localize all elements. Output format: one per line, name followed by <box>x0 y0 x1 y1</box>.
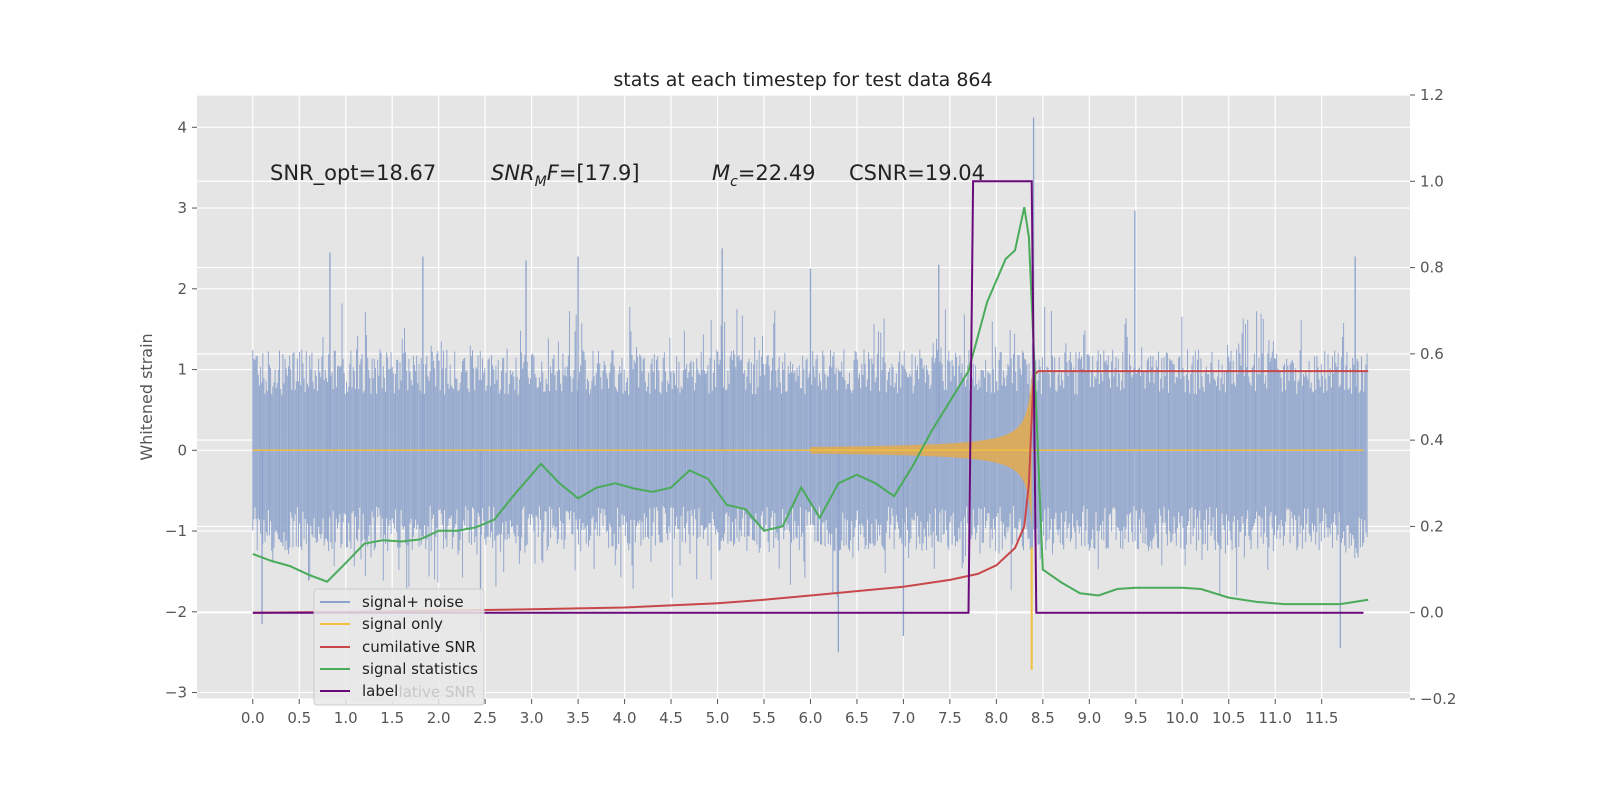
y-tick-label: 1 <box>177 361 187 379</box>
y-tick-label: −2 <box>165 603 187 621</box>
x-tick-label: 4.5 <box>659 709 683 727</box>
legend-label-signal-only: signal only <box>362 615 443 633</box>
x-tick-label: 7.0 <box>891 709 915 727</box>
x-tick-label: 3.0 <box>520 709 544 727</box>
annotation-mc: Mc=22.49 <box>712 161 816 190</box>
y-right-tick-label: 0.8 <box>1420 259 1444 277</box>
series-line-signal-statistics <box>252 206 1369 606</box>
y-tick-label: 4 <box>177 118 187 136</box>
legend-box <box>313 588 485 706</box>
annotation-csnr: CSNR=19.04 <box>849 161 985 185</box>
legend-underlay-mask <box>350 682 398 702</box>
x-tick-label: 6.5 <box>845 709 869 727</box>
y-right-tick-label: 0.0 <box>1420 604 1444 622</box>
x-tick-label: 6.0 <box>799 709 823 727</box>
x-tick-label: 0.0 <box>241 709 265 727</box>
x-tick-label: 0.5 <box>287 709 311 727</box>
x-tick-label: 4.0 <box>613 709 637 727</box>
y-axis-ticks: 4 3 2 1 0 −1 −2 −3 <box>165 118 197 702</box>
legend-label-signal-noise: signal+ noise <box>362 593 464 611</box>
annotation-snr-opt: SNR_opt=18.67 <box>270 161 436 186</box>
x-tick-label: 5.0 <box>706 709 730 727</box>
x-tick-label: 10.0 <box>1166 709 1199 727</box>
x-tick-label: 2.5 <box>473 709 497 727</box>
y-tick-label: 3 <box>177 199 187 217</box>
x-axis-ticks: 0.0 0.5 1.0 1.5 2.0 2.5 3.0 3.5 4.0 4.5 5.0 5.5 6.0 6… <box>241 699 1338 727</box>
x-tick-label: 1.5 <box>380 709 404 727</box>
y-tick-label: 2 <box>177 280 187 298</box>
y-right-tick-label: 1.2 <box>1420 86 1444 104</box>
y-tick-label: −3 <box>165 684 187 702</box>
x-tick-label: 11.0 <box>1259 709 1292 727</box>
y-right-tick-label: 1.0 <box>1420 172 1444 190</box>
legend-label-cumulative-snr: cumilative SNR <box>362 638 476 656</box>
y-right-tick-label: −0.2 <box>1420 690 1456 708</box>
y-axis-label: Whitened strain <box>137 333 156 460</box>
x-tick-label: 9.0 <box>1077 709 1101 727</box>
series-line-label <box>252 180 1364 614</box>
legend-label-label: label <box>362 682 398 700</box>
series-lines <box>252 180 1369 614</box>
x-tick-label: 8.5 <box>1031 709 1055 727</box>
series-line-cumilative-snr <box>252 370 1369 614</box>
x-tick-label: 9.5 <box>1124 709 1148 727</box>
x-tick-label: 8.0 <box>984 709 1008 727</box>
y-tick-label: 0 <box>177 441 187 459</box>
x-tick-label: 10.5 <box>1212 709 1245 727</box>
legend: cumilative SNR signal+ noise signal only… <box>313 588 485 706</box>
annotation-snr-mf: SNRMF=[17.9] <box>491 161 640 190</box>
x-tick-label: 1.0 <box>334 709 358 727</box>
x-tick-label: 2.0 <box>427 709 451 727</box>
x-tick-label: 3.5 <box>566 709 590 727</box>
legend-label-signal-statistics: signal statistics <box>362 660 478 678</box>
y-tick-label: −1 <box>165 522 187 540</box>
y-right-tick-label: 0.2 <box>1420 517 1444 535</box>
y-right-tick-label: 0.6 <box>1420 345 1444 363</box>
y-axis-right-ticks: 1.2 1.0 0.8 0.6 0.4 0.2 0.0 −0.2 <box>1410 86 1456 708</box>
x-tick-label: 11.5 <box>1305 709 1338 727</box>
y-right-tick-label: 0.4 <box>1420 431 1444 449</box>
x-tick-label: 5.5 <box>752 709 776 727</box>
x-tick-label: 7.5 <box>938 709 962 727</box>
chart-title: stats at each timestep for test data 864 <box>613 69 992 91</box>
